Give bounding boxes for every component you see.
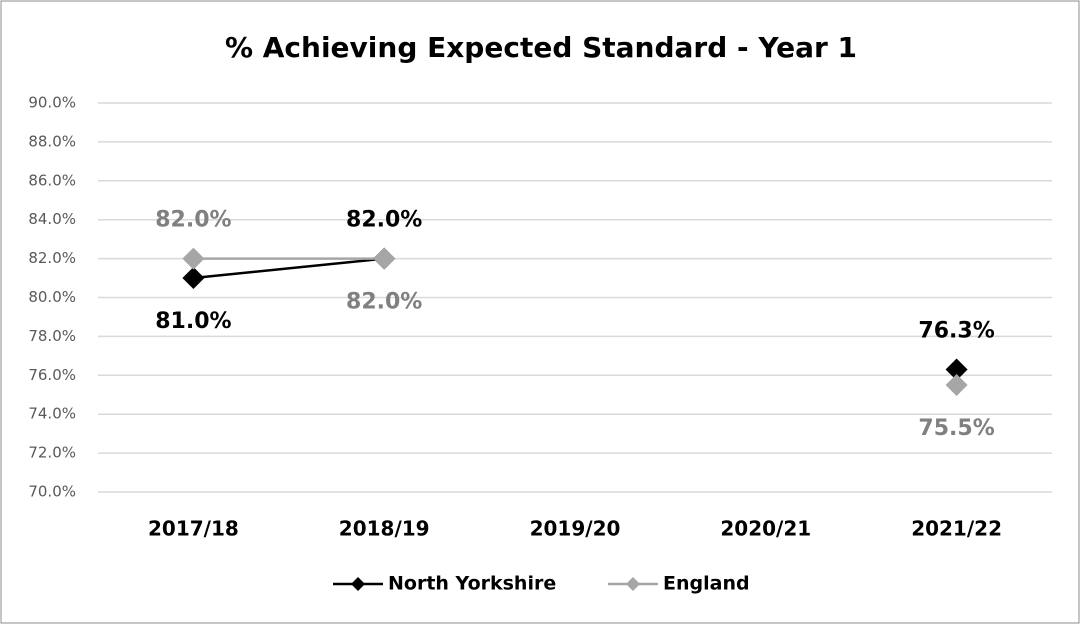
data-label: 81.0%	[155, 309, 231, 334]
chart-title: % Achieving Expected Standard - Year 1	[225, 31, 857, 64]
y-tick-label: 76.0%	[28, 366, 76, 384]
x-tick-label: 2017/18	[148, 517, 239, 541]
x-tick-label: 2020/21	[720, 517, 811, 541]
x-tick-label: 2018/19	[339, 517, 430, 541]
marker	[182, 267, 205, 290]
y-tick-label: 80.0%	[28, 288, 76, 306]
marker	[373, 247, 396, 270]
y-tick-label: 88.0%	[28, 132, 76, 150]
data-label: 82.0%	[346, 208, 422, 233]
marker	[945, 358, 968, 381]
y-tick-label: 90.0%	[28, 94, 76, 112]
data-label: 76.3%	[918, 318, 994, 343]
x-tick-label: 2019/20	[530, 517, 621, 541]
data-label: 82.0%	[346, 290, 422, 315]
data-label: 82.0%	[155, 208, 231, 233]
legend-label: England	[663, 573, 750, 595]
y-tick-label: 72.0%	[28, 444, 76, 462]
x-tick-label: 2021/22	[911, 517, 1002, 541]
y-tick-label: 78.0%	[28, 327, 76, 345]
data-label: 75.5%	[918, 416, 994, 441]
y-tick-label: 82.0%	[28, 249, 76, 267]
marker	[945, 374, 968, 397]
y-tick-label: 74.0%	[28, 405, 76, 423]
y-tick-label: 70.0%	[28, 483, 76, 501]
y-tick-label: 84.0%	[28, 210, 76, 228]
legend-marker	[626, 577, 640, 591]
legend-marker	[351, 577, 365, 591]
marker	[182, 247, 205, 270]
legend-label: North Yorkshire	[388, 573, 556, 595]
y-tick-label: 86.0%	[28, 171, 76, 189]
